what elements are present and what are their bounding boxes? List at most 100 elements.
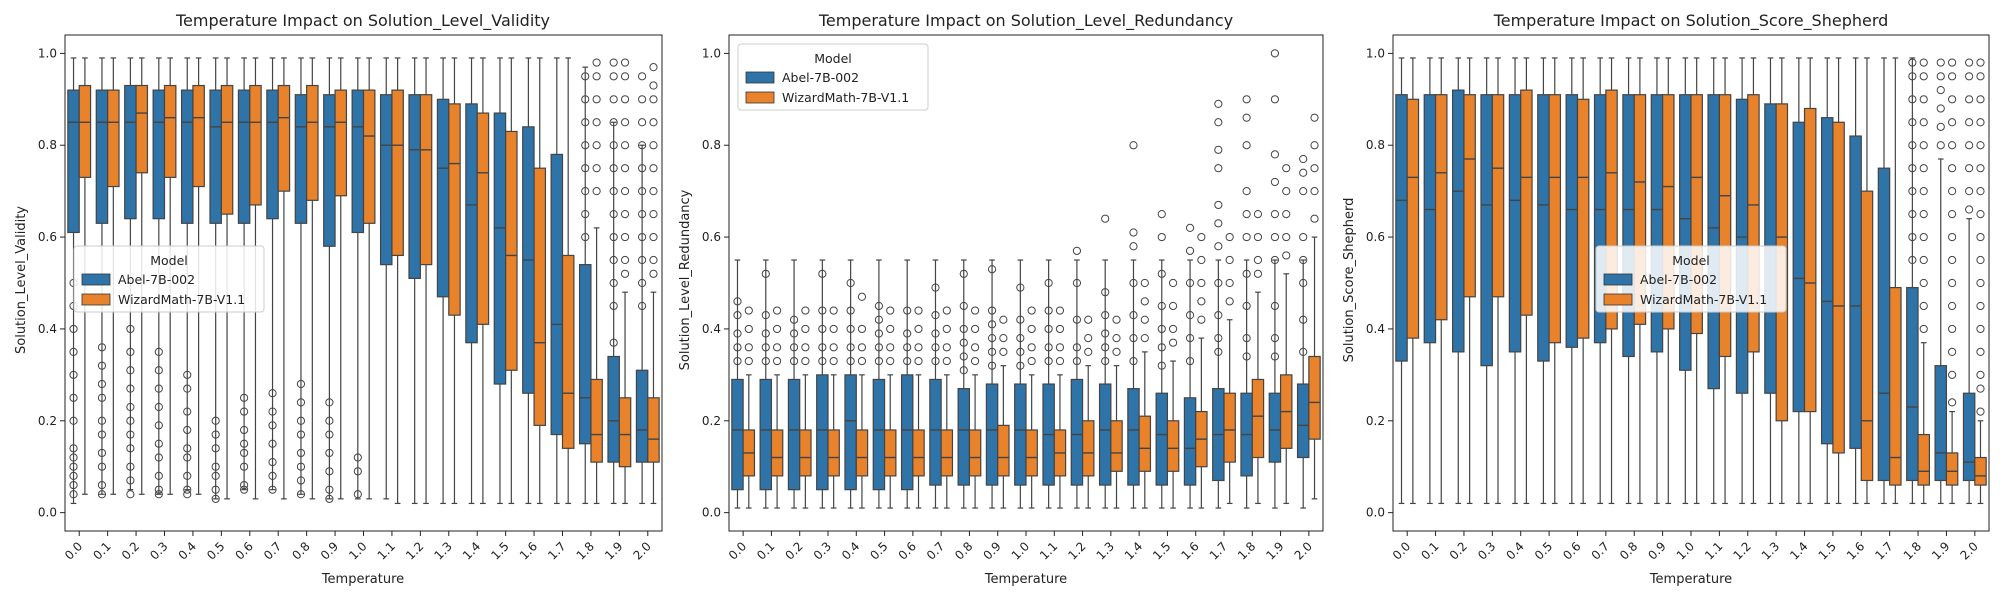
outlier-point <box>126 462 135 471</box>
x-axis-label: Temperature <box>984 572 1067 587</box>
outlier-point <box>733 311 742 320</box>
outlier-point <box>903 306 912 315</box>
outlier-point <box>1965 187 1974 196</box>
x-tick-label: 0.6 <box>233 539 256 562</box>
outlier-point <box>761 343 770 352</box>
box-plot <box>294 57 308 499</box>
outlier-point <box>183 485 192 494</box>
outlier-point <box>1270 334 1280 343</box>
box-plot <box>1463 57 1476 505</box>
y-tick-label: 1.0 <box>702 46 721 60</box>
outlier-point <box>325 485 334 494</box>
outlier-point <box>1225 297 1234 306</box>
legend-swatch-abel <box>81 273 111 286</box>
outlier-point <box>1936 104 1945 113</box>
x-tick-label: 1.4 <box>460 539 483 562</box>
outlier-point <box>1908 210 1917 219</box>
outlier-point <box>97 490 107 499</box>
outlier-point <box>857 324 867 334</box>
box <box>618 397 632 468</box>
outlier-point <box>1214 278 1223 288</box>
outlier-point <box>609 232 618 242</box>
box-plot <box>1945 58 1959 505</box>
outlier-point <box>1044 306 1053 315</box>
outlier-point <box>1948 398 1957 407</box>
outlier-point <box>999 347 1008 356</box>
box <box>1480 94 1493 367</box>
box <box>152 89 166 220</box>
outlier-point <box>1270 150 1280 159</box>
outlier-point <box>1976 118 1985 127</box>
box <box>607 355 620 463</box>
box <box>323 94 336 247</box>
outlier-point <box>1919 141 1928 150</box>
box <box>1451 89 1465 353</box>
outlier-point <box>1310 113 1319 122</box>
outlier-point <box>829 324 838 334</box>
outlier-point <box>638 278 647 288</box>
y-tick-label: 1.0 <box>1366 46 1385 60</box>
box <box>759 378 773 491</box>
axes-frame <box>728 34 1324 532</box>
outlier-point <box>818 356 827 366</box>
outlier-point <box>1299 255 1308 265</box>
outlier-point <box>1948 72 1957 81</box>
outlier-point <box>1112 347 1121 356</box>
box-plot <box>900 259 914 509</box>
x-axis-label: Temperature <box>1649 572 1732 587</box>
box-plot <box>1025 306 1038 509</box>
outlier-point <box>126 416 135 425</box>
outlier-point <box>97 448 107 458</box>
outlier-point <box>1214 219 1223 228</box>
box <box>379 94 393 266</box>
outlier-point <box>649 210 658 219</box>
outlier-point <box>1253 269 1263 278</box>
box <box>1155 392 1169 486</box>
box-plot <box>266 57 279 494</box>
outlier-point <box>649 232 658 242</box>
outlier-point <box>1299 187 1308 196</box>
outlier-point <box>240 393 249 402</box>
box <box>124 84 137 220</box>
box-plot <box>816 259 829 509</box>
outlier-point <box>296 448 306 458</box>
box-plot <box>607 58 620 505</box>
axes-frame <box>64 34 663 532</box>
box <box>997 424 1010 477</box>
box <box>1463 94 1476 298</box>
box <box>1633 94 1647 325</box>
outlier-point <box>1225 255 1234 265</box>
box-plot <box>522 57 535 505</box>
box-plot <box>192 57 205 495</box>
outlier-point <box>1948 210 1957 219</box>
x-tick-label: 0.4 <box>839 539 862 562</box>
outlier-point <box>1976 370 1985 379</box>
outlier-point <box>1242 141 1251 150</box>
outlier-point <box>638 232 647 242</box>
outlier-point <box>1919 58 1928 67</box>
outlier-point <box>649 141 658 150</box>
outlier-point <box>1129 311 1138 320</box>
box-plot <box>1690 57 1703 505</box>
outlier-point <box>1101 288 1110 297</box>
box <box>1917 433 1930 486</box>
outlier-point <box>154 485 163 494</box>
outlier-point <box>1919 164 1928 173</box>
outlier-point <box>126 490 135 499</box>
outlier-point <box>733 356 742 366</box>
outlier-point <box>620 118 630 127</box>
outlier-point <box>1908 95 1917 104</box>
box-plot <box>799 306 812 509</box>
x-tick-label: 0.7 <box>261 539 284 562</box>
box-plot <box>912 306 925 509</box>
outlier-point <box>931 356 940 366</box>
outlier-point <box>649 164 658 173</box>
outlier-point <box>211 462 220 471</box>
outlier-point <box>1101 214 1110 223</box>
x-tick-label: 1.0 <box>346 539 369 562</box>
box-plot <box>590 58 603 505</box>
outlier-point <box>1157 210 1166 219</box>
outlier-point <box>846 278 855 288</box>
outlier-point <box>620 187 630 196</box>
outlier-point <box>1242 334 1251 343</box>
